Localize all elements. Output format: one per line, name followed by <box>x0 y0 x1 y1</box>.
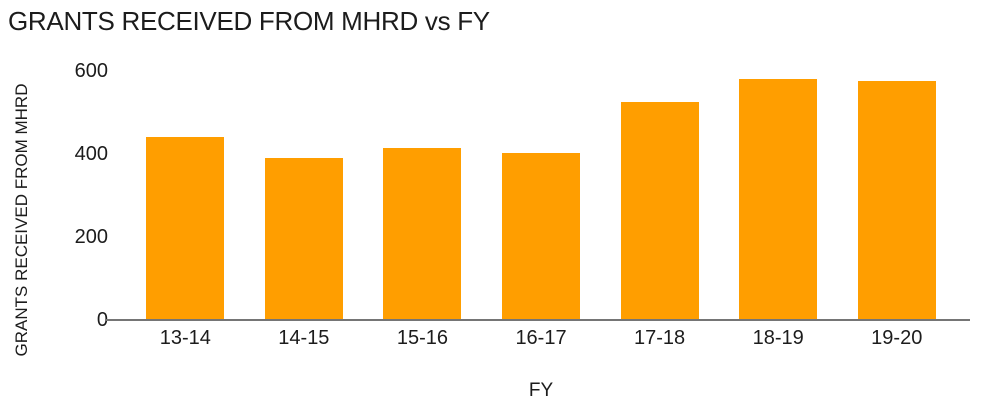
y-axis-ticks: 0 200 400 600 <box>0 61 108 330</box>
x-tick-label: 19-20 <box>871 327 923 349</box>
bar-band <box>245 71 364 320</box>
y-tick-label: 600 <box>74 60 108 82</box>
bar-band <box>482 71 601 320</box>
bar-17-18 <box>620 102 699 320</box>
x-axis-ticks: 13-14 14-15 15-16 16-17 17-18 18-19 19-20 <box>126 327 956 350</box>
x-tick-label: 13-14 <box>159 327 211 349</box>
bar-band <box>719 71 838 320</box>
x-tick-label: 15-16 <box>396 327 449 349</box>
bar-19-20 <box>857 81 936 320</box>
y-tick-label: 400 <box>74 143 108 165</box>
bar-band <box>363 71 482 320</box>
x-tick-label: 18-19 <box>752 327 804 349</box>
bar-15-16 <box>383 147 462 320</box>
bar-band <box>837 71 956 320</box>
x-axis-title: FY <box>528 380 554 401</box>
bar-14-15 <box>264 158 343 320</box>
bar-band <box>126 71 245 320</box>
chart-title: GRANTS RECEIVED FROM MHRD vs FY <box>8 6 490 36</box>
bar-18-19 <box>739 79 818 320</box>
bar-13-14 <box>146 137 225 320</box>
y-tick-label: 200 <box>74 226 108 248</box>
y-tick-label: 0 <box>96 309 108 331</box>
bar-16-17 <box>502 152 581 320</box>
x-tick-label: 17-18 <box>634 327 686 349</box>
x-axis-line <box>105 319 970 321</box>
plot-area <box>126 71 956 320</box>
bar-band <box>600 71 719 320</box>
x-tick-label: 16-17 <box>515 327 567 349</box>
x-tick-label: 14-15 <box>278 327 330 349</box>
